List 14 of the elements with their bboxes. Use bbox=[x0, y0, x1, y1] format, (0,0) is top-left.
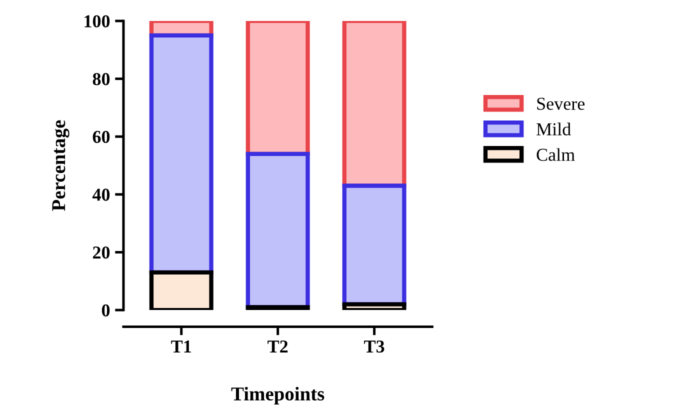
legend-label: Severe bbox=[537, 98, 585, 110]
y-tick-label: 40 bbox=[92, 188, 110, 201]
y-tick-label: 0 bbox=[102, 304, 110, 316]
y-tick-label: 20 bbox=[92, 246, 110, 259]
x-tick-label: T2 bbox=[268, 340, 288, 352]
y-tick-label: 60 bbox=[92, 130, 110, 144]
x-tick-label: T3 bbox=[364, 340, 384, 353]
y-tick-label: 100 bbox=[84, 15, 110, 28]
y-axis-title: Percentage bbox=[52, 120, 70, 211]
y-tick-label: 80 bbox=[92, 73, 110, 86]
x-tick-label: T1 bbox=[171, 340, 191, 352]
legend-label: Mild bbox=[536, 122, 571, 136]
legend-label: Calm bbox=[536, 148, 575, 161]
x-axis-title: Timepoints bbox=[231, 386, 324, 404]
